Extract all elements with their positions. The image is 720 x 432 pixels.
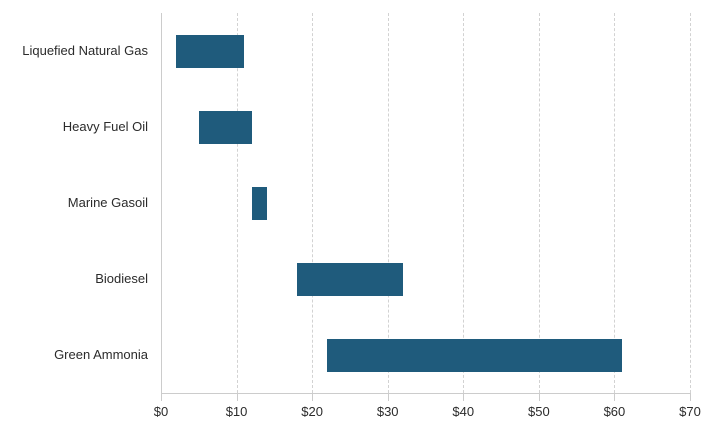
range-bar-liquefied-natural-gas [176, 34, 245, 68]
category-label: Heavy Fuel Oil [62, 119, 148, 134]
range-bar-green-ammonia [327, 338, 622, 372]
gridline-10 [236, 13, 238, 393]
x-tick-label: $70 [679, 404, 701, 419]
range-bar-marine-gasoil [251, 186, 267, 220]
gridline-70 [690, 13, 691, 393]
x-axis-tick [538, 393, 540, 401]
x-axis-line [161, 393, 690, 394]
gridline-0 [161, 13, 162, 393]
range-bar-biodiesel [297, 262, 403, 296]
x-tick-label: $20 [301, 404, 323, 419]
x-axis-tick [614, 393, 616, 401]
x-tick-label: $0 [153, 404, 169, 419]
category-label: Marine Gasoil [67, 195, 148, 210]
range-bar-heavy-fuel-oil [198, 110, 252, 144]
gridline-50 [538, 13, 540, 393]
gridline-20 [312, 13, 314, 393]
category-label: Liquefied Natural Gas [22, 43, 148, 58]
category-label: Green Ammonia [54, 347, 148, 362]
gridline-40 [463, 13, 465, 393]
x-axis-tick [236, 393, 238, 401]
x-axis-tick [387, 393, 389, 401]
x-axis-tick [690, 393, 691, 401]
x-tick-label: $30 [376, 404, 399, 419]
x-tick-label: $40 [452, 404, 475, 419]
category-label: Biodiesel [95, 271, 148, 286]
x-tick-label: $60 [603, 404, 626, 419]
gridline-30 [387, 13, 389, 393]
x-tick-label: $50 [527, 404, 550, 419]
gridline-60 [614, 13, 616, 393]
x-axis-tick [463, 393, 465, 401]
x-axis-tick [161, 393, 162, 401]
x-axis-tick [312, 393, 314, 401]
x-tick-label: $10 [225, 404, 248, 419]
